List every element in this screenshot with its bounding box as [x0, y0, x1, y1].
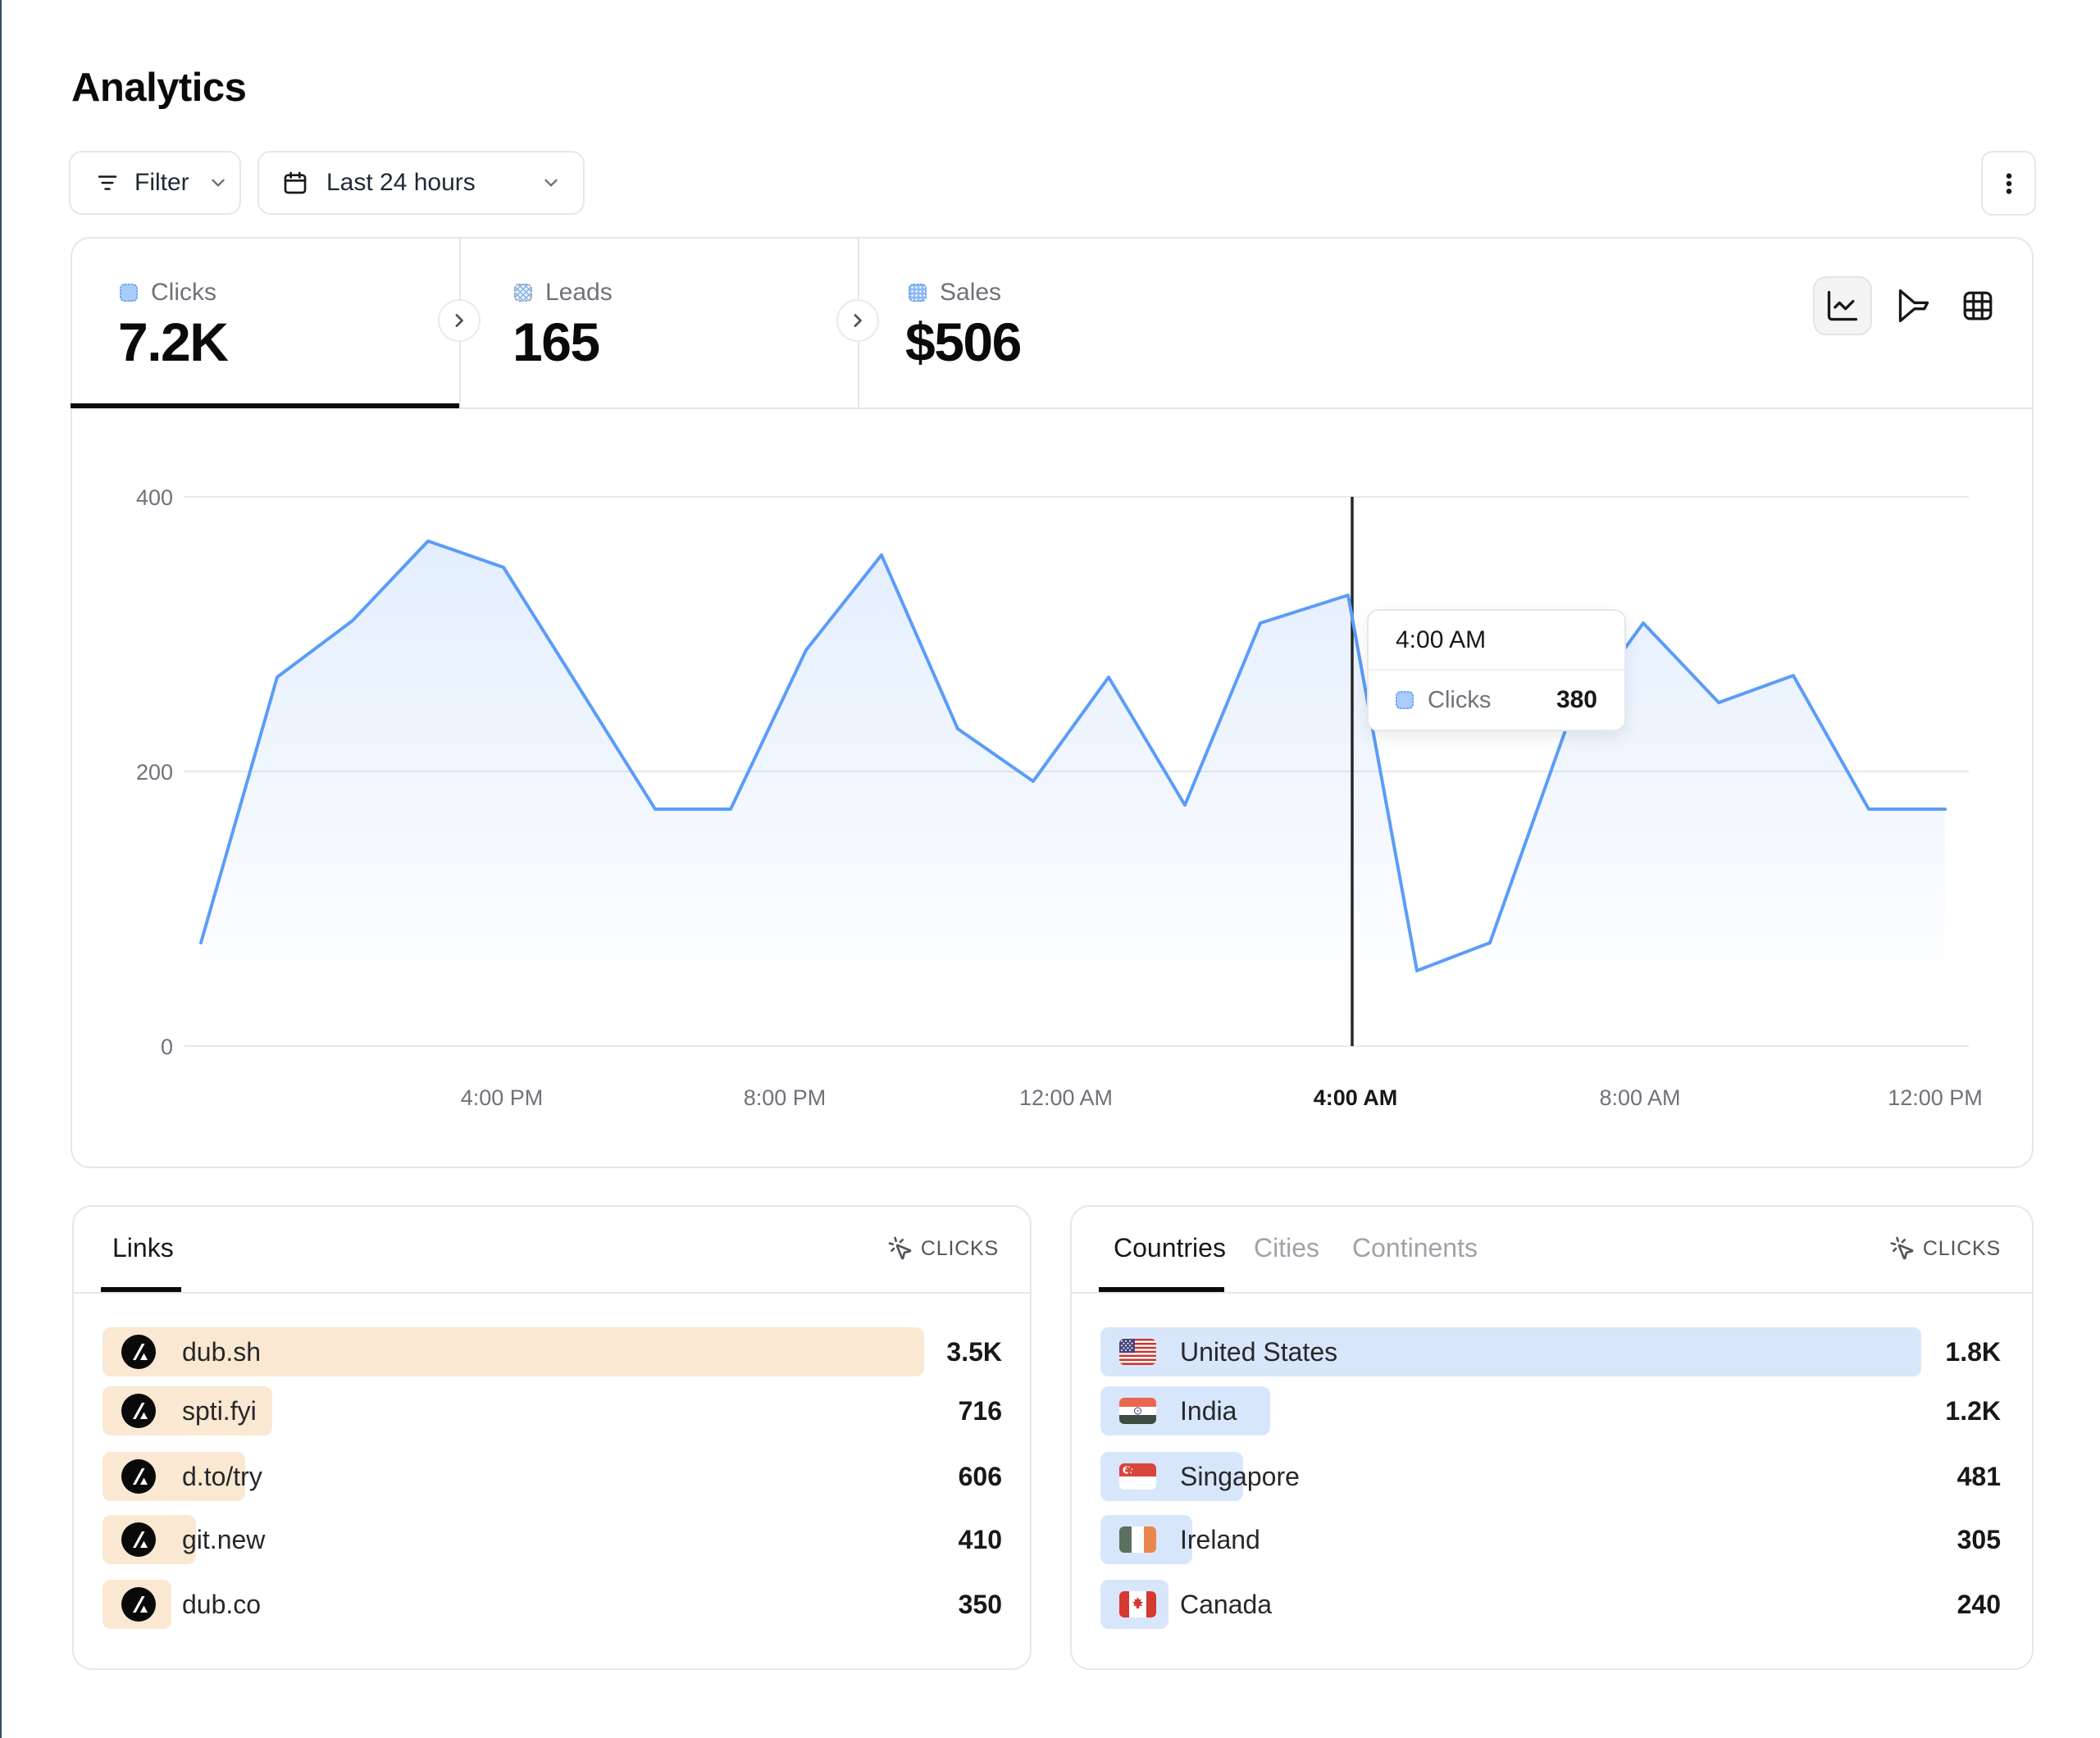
svg-text:8:00 AM: 8:00 AM [1599, 1085, 1680, 1110]
svg-text:4:00 PM: 4:00 PM [461, 1085, 544, 1110]
svg-text:200: 200 [136, 760, 173, 785]
svg-text:12:00 PM: 12:00 PM [1888, 1085, 1983, 1110]
svg-text:4:00 AM: 4:00 AM [1314, 1085, 1398, 1110]
svg-text:8:00 PM: 8:00 PM [744, 1085, 827, 1110]
svg-text:400: 400 [136, 485, 173, 510]
svg-text:0: 0 [161, 1035, 173, 1059]
svg-text:12:00 AM: 12:00 AM [1019, 1085, 1113, 1110]
